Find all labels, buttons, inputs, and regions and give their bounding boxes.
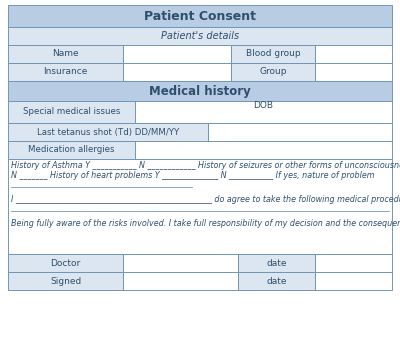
Bar: [8, 141, 135, 159]
Bar: [315, 45, 392, 63]
Text: Name: Name: [52, 49, 79, 58]
Bar: [8, 81, 392, 101]
Text: Group: Group: [259, 68, 287, 77]
Text: date: date: [266, 259, 287, 267]
Text: Being fully aware of the risks involved. I take full responsibility of my decisi: Being fully aware of the risks involved.…: [11, 219, 400, 229]
Text: date: date: [266, 276, 287, 286]
Text: N _______ History of heart problems Y ______________ N ___________ If yes, natur: N _______ History of heart problems Y __…: [11, 172, 374, 181]
Bar: [135, 101, 392, 123]
Text: Medical history: Medical history: [149, 84, 251, 98]
Bar: [123, 63, 231, 81]
Bar: [315, 63, 392, 81]
Text: Medication allergies: Medication allergies: [28, 146, 115, 154]
Bar: [8, 159, 392, 254]
Bar: [8, 45, 123, 63]
Bar: [315, 272, 392, 290]
Text: History of Asthma Y ___________ N ____________ History of seizures or other form: History of Asthma Y ___________ N ______…: [11, 161, 400, 170]
Bar: [123, 254, 238, 272]
Text: Signed: Signed: [50, 276, 81, 286]
Bar: [238, 254, 315, 272]
Text: DOB: DOB: [253, 102, 273, 111]
Bar: [8, 5, 392, 27]
Bar: [8, 27, 392, 45]
Bar: [123, 272, 238, 290]
Bar: [315, 254, 392, 272]
Bar: [231, 45, 315, 63]
Text: I _________________________________________________ do agree to take the followi: I ______________________________________…: [11, 195, 400, 203]
Bar: [123, 45, 231, 63]
Text: Blood group: Blood group: [246, 49, 300, 58]
Bar: [8, 63, 123, 81]
Bar: [231, 63, 315, 81]
Bar: [135, 141, 392, 159]
Bar: [8, 123, 208, 141]
Text: Patient Consent: Patient Consent: [144, 9, 256, 22]
Bar: [238, 272, 315, 290]
Text: Patient's details: Patient's details: [161, 31, 239, 41]
Bar: [8, 254, 123, 272]
Bar: [8, 272, 123, 290]
Text: Doctor: Doctor: [50, 259, 81, 267]
Bar: [208, 123, 392, 141]
Text: Last tetanus shot (Td) DD/MM/YY: Last tetanus shot (Td) DD/MM/YY: [37, 127, 179, 136]
Text: Special medical issues: Special medical issues: [23, 107, 120, 117]
Text: Insurance: Insurance: [44, 68, 88, 77]
Bar: [8, 101, 135, 123]
